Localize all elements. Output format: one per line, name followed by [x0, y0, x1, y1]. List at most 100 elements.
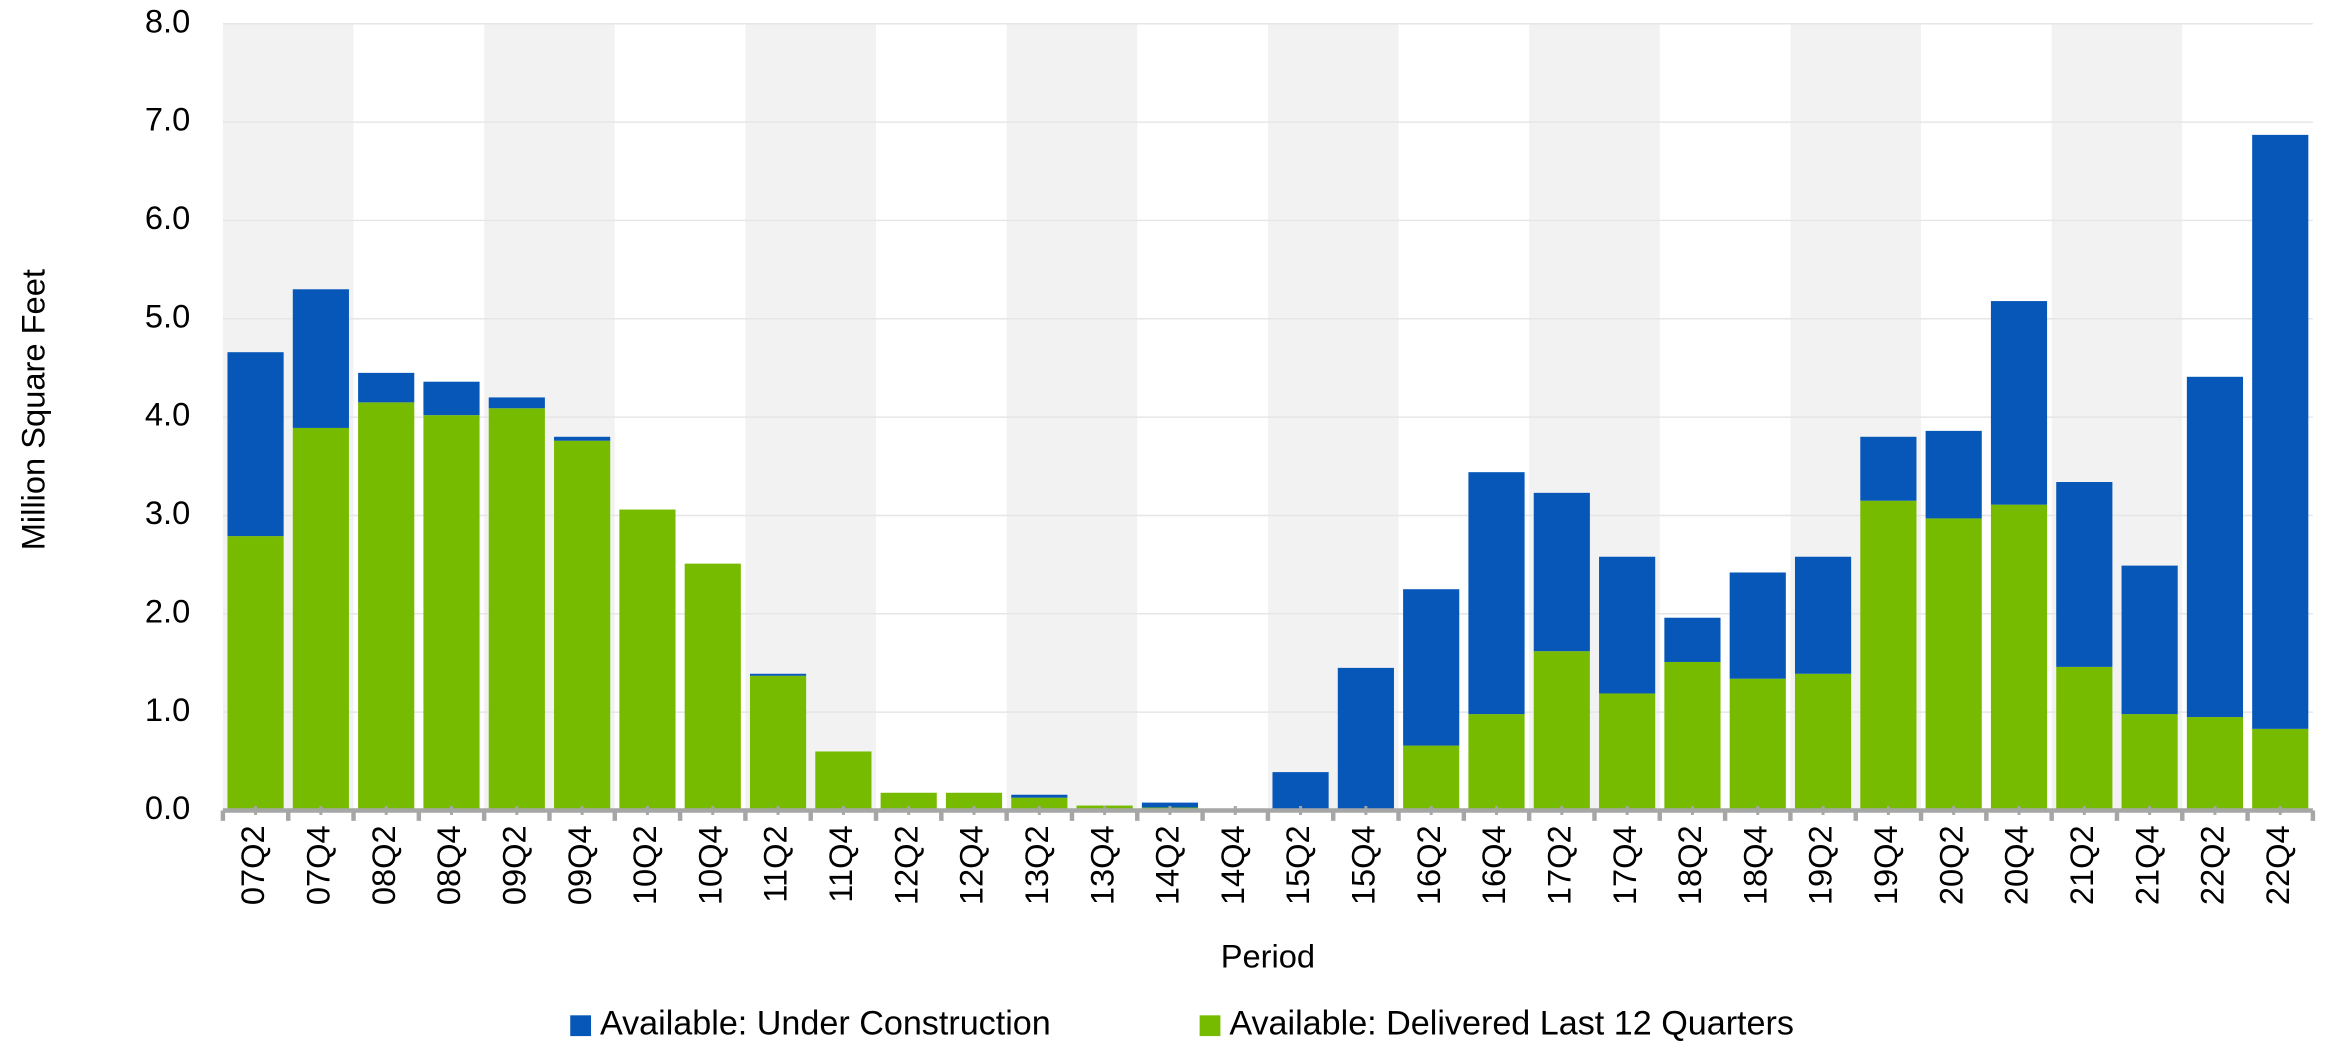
y-tick-label: 7.0 [145, 101, 190, 138]
y-tick-label: 8.0 [145, 2, 190, 39]
bar-segment [619, 509, 676, 811]
y-tick-label: 6.0 [145, 199, 190, 236]
bar-segment [1664, 661, 1721, 811]
x-tick-label: 17Q2 [1540, 825, 1577, 905]
bar-segment [2056, 482, 2113, 667]
x-tick-label: 18Q2 [1671, 825, 1708, 905]
legend-swatch [570, 1015, 592, 1037]
x-tick-label: 10Q4 [691, 825, 728, 905]
bar-segment [358, 402, 415, 811]
y-tick-label: 0.0 [145, 789, 190, 826]
x-tick-label: 15Q4 [1345, 825, 1382, 905]
x-tick-label: 22Q4 [2259, 825, 2296, 905]
x-tick-label: 14Q2 [1149, 825, 1186, 905]
x-tick-label: 08Q2 [365, 825, 402, 905]
bar-segment [2186, 376, 2244, 718]
bar-segment [292, 289, 349, 428]
x-tick-label: 16Q4 [1475, 825, 1512, 905]
bar-segment [1468, 472, 1525, 715]
x-tick-label: 21Q4 [2128, 825, 2165, 905]
bar-segment [1664, 617, 1721, 662]
bar-segment [1468, 714, 1525, 811]
bar-segment [423, 415, 480, 811]
bar-segment [1794, 673, 1852, 811]
bar-segment [1860, 500, 1917, 811]
bar-segment [423, 381, 480, 416]
x-tick-label: 12Q4 [953, 825, 990, 905]
x-tick-label: 22Q2 [2194, 825, 2231, 905]
bar-segment [749, 673, 807, 676]
bar-segment [1403, 745, 1460, 811]
bar-segment [1925, 518, 1982, 811]
y-tick-label: 5.0 [145, 297, 190, 334]
bar-segment [227, 536, 284, 811]
bar-segment [1011, 794, 1068, 798]
bar-segment [684, 563, 741, 811]
bar-segment [1533, 492, 1590, 652]
x-tick-label: 08Q4 [430, 825, 467, 905]
bar-segment [2252, 728, 2309, 811]
bar-segment [1990, 504, 2048, 811]
bar-segment [880, 792, 937, 811]
x-tick-label: 15Q2 [1279, 825, 1316, 905]
x-tick-label: 19Q2 [1802, 825, 1839, 905]
legend-swatch [1199, 1015, 1221, 1037]
bar-segment [1729, 678, 1786, 811]
bar-segment [815, 751, 872, 811]
y-axis-label: Million Square Feet [15, 269, 52, 550]
x-tick-label: 19Q4 [1867, 825, 1904, 905]
legend-label: Available: Under Construction [600, 1005, 1051, 1043]
bar-segment [2186, 717, 2244, 811]
x-tick-label: 16Q2 [1410, 825, 1447, 905]
x-tick-label: 20Q2 [1932, 825, 1969, 905]
bar-segment [1533, 651, 1590, 811]
x-tick-label: 14Q4 [1214, 825, 1251, 905]
bar-segment [2252, 134, 2309, 729]
bar-segment [1272, 772, 1329, 811]
bar-segment [1794, 556, 1852, 674]
bar-segment [1141, 802, 1199, 808]
bar-segment [488, 408, 545, 811]
x-tick-label: 17Q4 [1606, 825, 1643, 905]
bar-segment [2121, 714, 2178, 811]
x-tick-label: 21Q2 [2063, 825, 2100, 905]
bar-segment [1860, 436, 1917, 501]
bar-segment [1599, 693, 1656, 811]
bar-segment [945, 792, 1003, 811]
x-tick-label: 13Q4 [1083, 825, 1120, 905]
y-tick-label: 3.0 [145, 494, 190, 531]
bar-segment [2121, 565, 2178, 715]
bar-segment [1729, 572, 1786, 679]
x-tick-label: 13Q2 [1018, 825, 1055, 905]
x-tick-label: 09Q2 [495, 825, 532, 905]
bar-segment [292, 427, 349, 811]
x-axis-label: Period [1221, 938, 1315, 975]
bar-segment [1337, 667, 1394, 811]
x-tick-label: 11Q2 [757, 825, 794, 902]
x-tick-label: 11Q4 [822, 825, 859, 902]
bar-segment [1925, 430, 1982, 519]
bar-segment [358, 372, 415, 403]
x-tick-label: 07Q2 [234, 825, 271, 905]
legend-label: Available: Delivered Last 12 Quarters [1229, 1005, 1794, 1043]
bar-segment [1011, 797, 1068, 811]
bar-segment [1599, 556, 1656, 694]
bar-segment [1990, 301, 2048, 505]
bar-segment [1403, 589, 1460, 746]
bar-segment [554, 440, 611, 811]
y-tick-label: 4.0 [145, 396, 190, 433]
bar-segment [2056, 666, 2113, 811]
bar-segment [554, 436, 611, 441]
y-tick-label: 1.0 [145, 691, 190, 728]
x-tick-label: 10Q2 [626, 825, 663, 905]
x-tick-label: 09Q4 [561, 825, 598, 905]
bar-segment [749, 675, 807, 811]
x-tick-label: 20Q4 [1998, 825, 2035, 905]
bar-segment [488, 397, 545, 409]
bar-segment [227, 352, 284, 537]
y-tick-label: 2.0 [145, 592, 190, 629]
x-tick-label: 12Q2 [887, 825, 924, 905]
x-tick-label: 18Q4 [1736, 825, 1773, 905]
